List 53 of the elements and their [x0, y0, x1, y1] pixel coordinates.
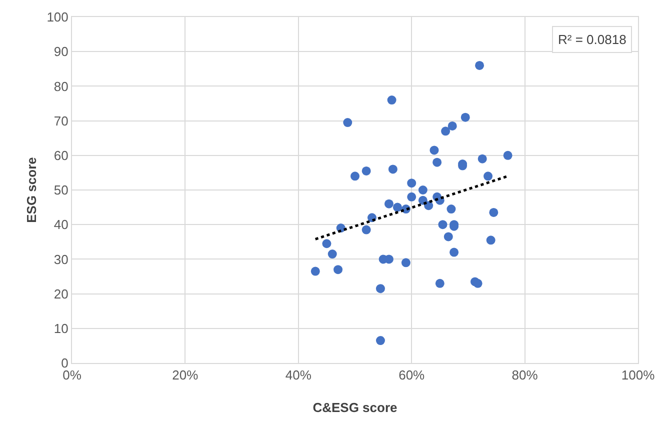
point	[392, 202, 402, 212]
point	[310, 266, 320, 276]
point	[450, 248, 459, 257]
point	[343, 118, 352, 128]
point	[484, 172, 493, 181]
point	[376, 284, 385, 294]
point	[328, 250, 337, 259]
point	[446, 204, 456, 214]
x-tick-label: 20%	[172, 368, 199, 383]
point	[430, 146, 439, 155]
point	[362, 225, 371, 234]
annotation: R² = 0.0818	[558, 32, 626, 47]
x-tick-label: 100%	[621, 368, 656, 383]
y-tick-label: 60	[54, 148, 68, 163]
y-tick-label: 80	[54, 78, 68, 94]
point	[388, 164, 398, 174]
x-tick-label: 60%	[398, 368, 426, 383]
y-tick-label: 30	[54, 252, 68, 267]
y-tick-label: 50	[54, 182, 68, 198]
point	[407, 192, 416, 202]
point	[444, 232, 453, 242]
x-tick-label: 40%	[285, 368, 312, 383]
point	[432, 158, 442, 167]
point	[334, 265, 343, 274]
x-axis-title: C&ESG score	[312, 400, 398, 415]
y-tick-label: 70	[54, 113, 68, 128]
point	[460, 112, 470, 122]
y-tick-label: 10	[54, 320, 68, 336]
point	[362, 166, 371, 176]
point	[448, 121, 457, 130]
point	[478, 154, 487, 164]
point	[441, 126, 450, 136]
point	[387, 96, 396, 105]
y-tick-label: 90	[54, 44, 68, 60]
point	[376, 336, 385, 346]
point	[418, 186, 428, 194]
y-axis-title: ESG score	[24, 157, 39, 223]
point	[401, 258, 410, 268]
y-tick-label: 100	[46, 10, 68, 25]
point	[384, 199, 394, 208]
point	[322, 239, 332, 248]
point	[435, 278, 444, 288]
x-tick-label: 80%	[512, 368, 538, 383]
point	[503, 150, 512, 160]
point	[475, 60, 484, 70]
point	[489, 208, 498, 217]
point	[486, 236, 496, 245]
y-tick-label: 20	[54, 286, 68, 302]
point	[350, 172, 360, 181]
y-tick-label: 40	[54, 217, 68, 232]
point	[407, 178, 416, 188]
point	[473, 278, 482, 288]
point	[438, 220, 448, 230]
